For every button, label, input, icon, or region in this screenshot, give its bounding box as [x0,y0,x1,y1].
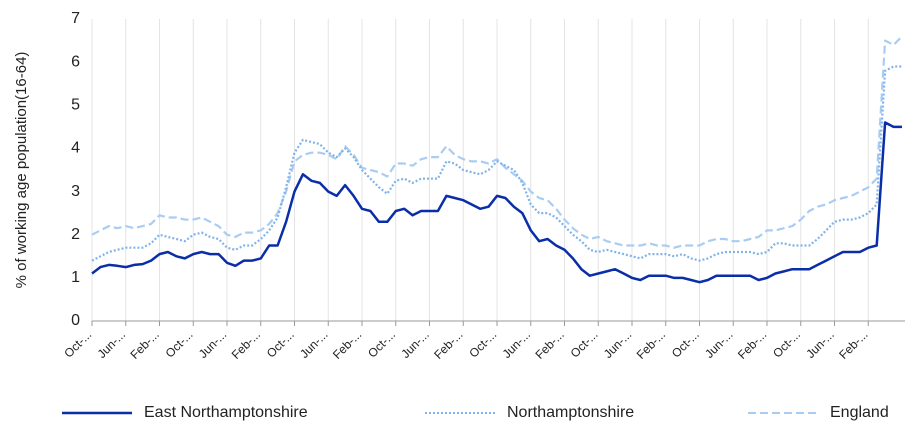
series-line [91,65,902,262]
y-tick-label: 7 [71,10,80,27]
y-axis-label: % of working age population(16-64) [13,52,30,289]
x-tick-label: Feb-... [229,327,263,361]
y-tick-label: 2 [71,226,80,243]
x-tick-label: Jun-... [702,327,735,360]
x-tick-label: Feb-... [836,327,870,361]
x-tick-label: Jun-... [803,327,836,360]
x-tick-label: Feb-... [634,327,668,361]
x-tick-label: Jun-... [196,327,229,360]
y-tick-label: 0 [71,312,80,329]
series-line [91,35,903,249]
x-tick-label: Oct-... [264,327,297,360]
x-tick-label: Feb-... [330,327,364,361]
x-tick-label: Oct-... [568,327,601,360]
legend-label: England [830,404,889,421]
legend-label: East Northamptonshire [144,404,308,421]
x-tick-label: Oct-... [466,327,499,360]
x-tick-label: Oct-... [669,327,702,360]
x-tick-label: Feb-... [127,327,161,361]
x-tick-label: Feb-... [532,327,566,361]
y-tick-label: 3 [71,183,80,200]
x-tick-label: Oct-... [770,327,803,360]
y-tick-label: 5 [71,97,80,114]
x-tick-label: Jun-... [500,327,533,360]
y-tick-label: 6 [71,53,80,70]
series-line [91,121,902,284]
x-tick-label: Jun-... [601,327,634,360]
x-tick-label: Feb-... [735,327,769,361]
x-tick-label: Oct-... [163,327,196,360]
x-tick-label: Jun-... [95,327,128,360]
x-tick-label: Jun-... [297,327,330,360]
legend-label: Northamptonshire [507,404,634,421]
x-tick-label: Jun-... [398,327,431,360]
x-tick-label: Oct-... [365,327,398,360]
y-tick-label: 4 [71,140,80,157]
x-tick-label: Oct-... [61,327,94,360]
x-tick-label: Feb-... [431,327,465,361]
y-tick-label: 1 [71,269,80,286]
